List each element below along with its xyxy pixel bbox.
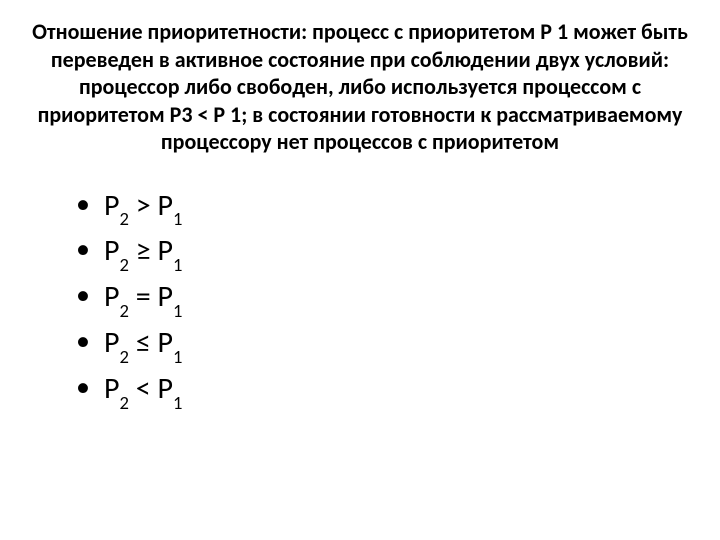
operator: > [129,187,158,224]
lhs-subscript: 2 [120,207,129,230]
rhs-symbol: P [157,324,173,361]
list-item: P2 < P1 [76,367,692,413]
rhs-symbol: P [157,187,173,224]
list-item: P2 = P1 [76,275,692,321]
slide-title: Отношение приоритетности: процесс с прио… [28,18,692,156]
operator: ≥ [129,232,158,269]
slide: Отношение приоритетности: процесс с прио… [0,0,720,540]
rhs-subscript: 1 [173,345,182,368]
rhs-symbol: P [157,370,173,407]
lhs-symbol: P [104,370,120,407]
rhs-subscript: 1 [173,391,182,414]
lhs-subscript: 2 [120,253,129,276]
lhs-subscript: 2 [120,345,129,368]
list-item: P2 ≥ P1 [76,229,692,275]
lhs-subscript: 2 [120,391,129,414]
lhs-symbol: P [104,232,120,269]
rhs-symbol: P [157,232,173,269]
bullet-list: P2 > P1 P2 ≥ P1 P2 = P1 P2 ≤ P1 P2 < P1 [28,184,692,414]
lhs-symbol: P [104,324,120,361]
list-item: P2 > P1 [76,184,692,230]
operator: ≤ [129,324,158,361]
operator: < [129,370,158,407]
lhs-symbol: P [104,187,120,224]
list-item: P2 ≤ P1 [76,321,692,367]
lhs-symbol: P [104,278,120,315]
rhs-subscript: 1 [173,253,182,276]
lhs-subscript: 2 [120,299,129,322]
operator: = [129,278,158,315]
rhs-subscript: 1 [173,207,182,230]
rhs-subscript: 1 [173,299,182,322]
rhs-symbol: P [157,278,173,315]
